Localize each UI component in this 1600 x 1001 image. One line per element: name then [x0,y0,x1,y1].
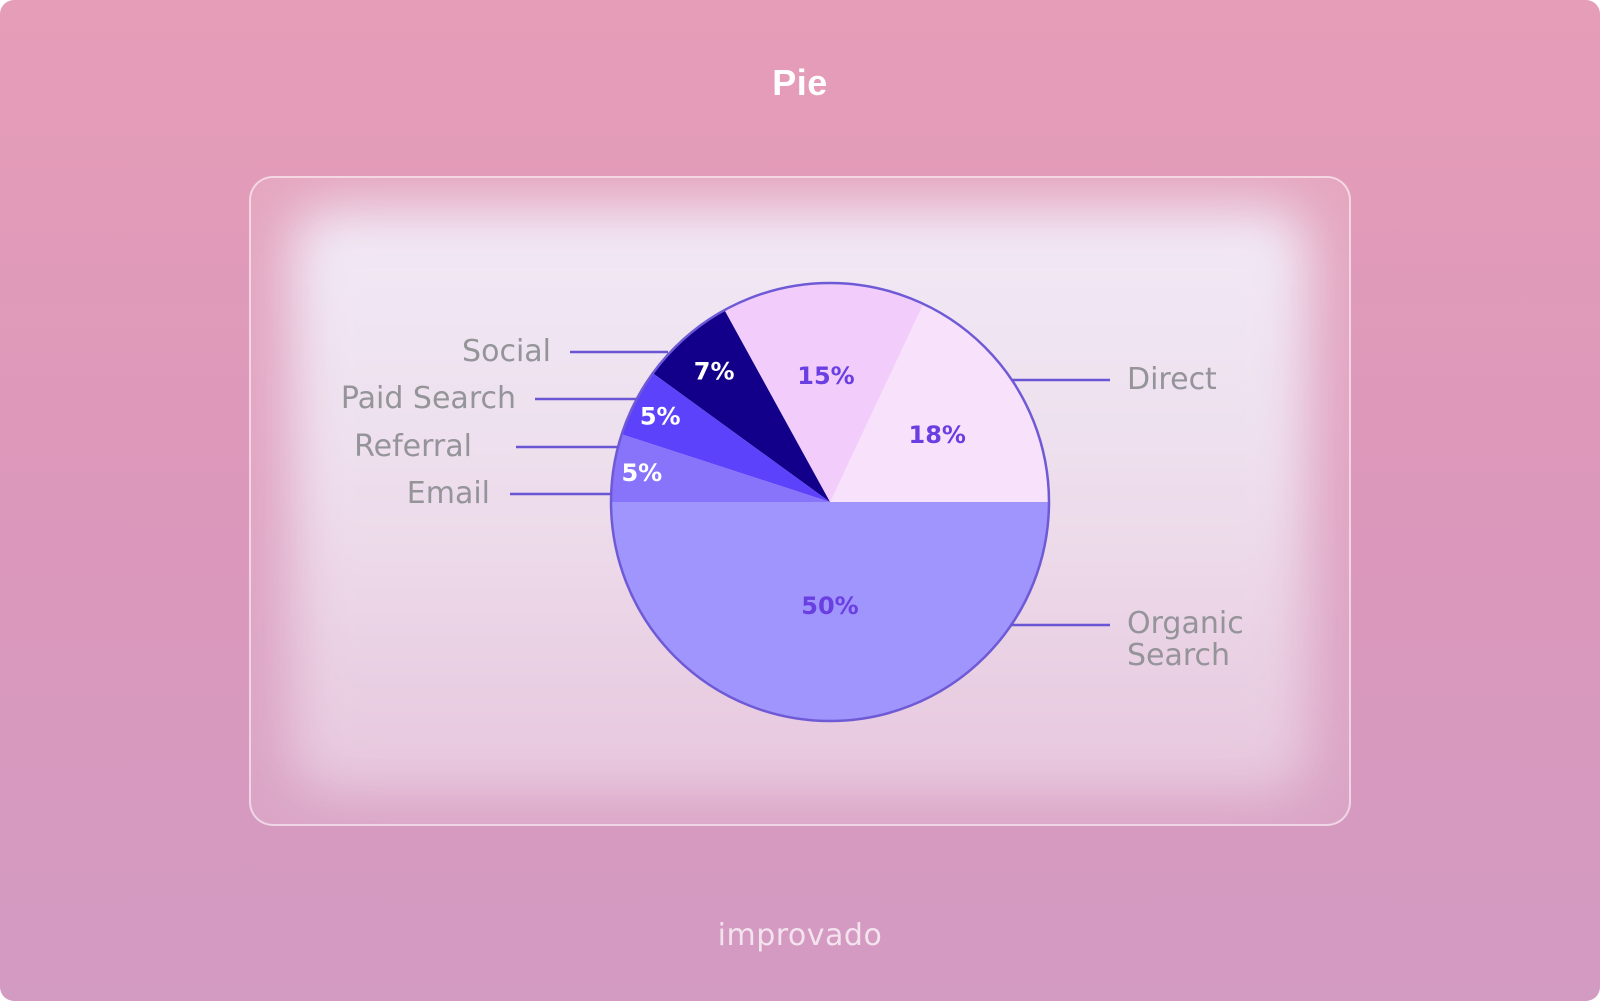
pie-slice-organic-search [611,502,1049,721]
legend-label-paid-search: Paid Search [341,381,516,416]
page-title: Pie [772,62,828,103]
slice-value-paid-search: 7% [694,358,735,386]
legend-label-email: Email [407,476,490,511]
legend-label-referral: Referral [354,429,472,464]
legend-label-social: Social [462,334,551,369]
slice-value-direct: 18% [909,421,966,449]
brand-logo: improvado [717,918,883,953]
pie-outline [609,281,1051,723]
slice-value-social: 15% [797,362,854,390]
pie-slice-direct [830,303,1049,502]
legend-label-direct: Direct [1127,362,1217,397]
pie-slice-social [724,282,924,502]
slice-value-organic-search: 50% [801,592,858,620]
pie-slice-paid-search [652,310,830,502]
slice-value-referral: 5% [640,403,681,431]
legend-label-organic-search: Organic Search [1127,606,1244,673]
pie-slice-email [611,434,830,502]
pie-slice-referral [621,373,830,502]
slice-value-email: 5% [621,459,662,487]
